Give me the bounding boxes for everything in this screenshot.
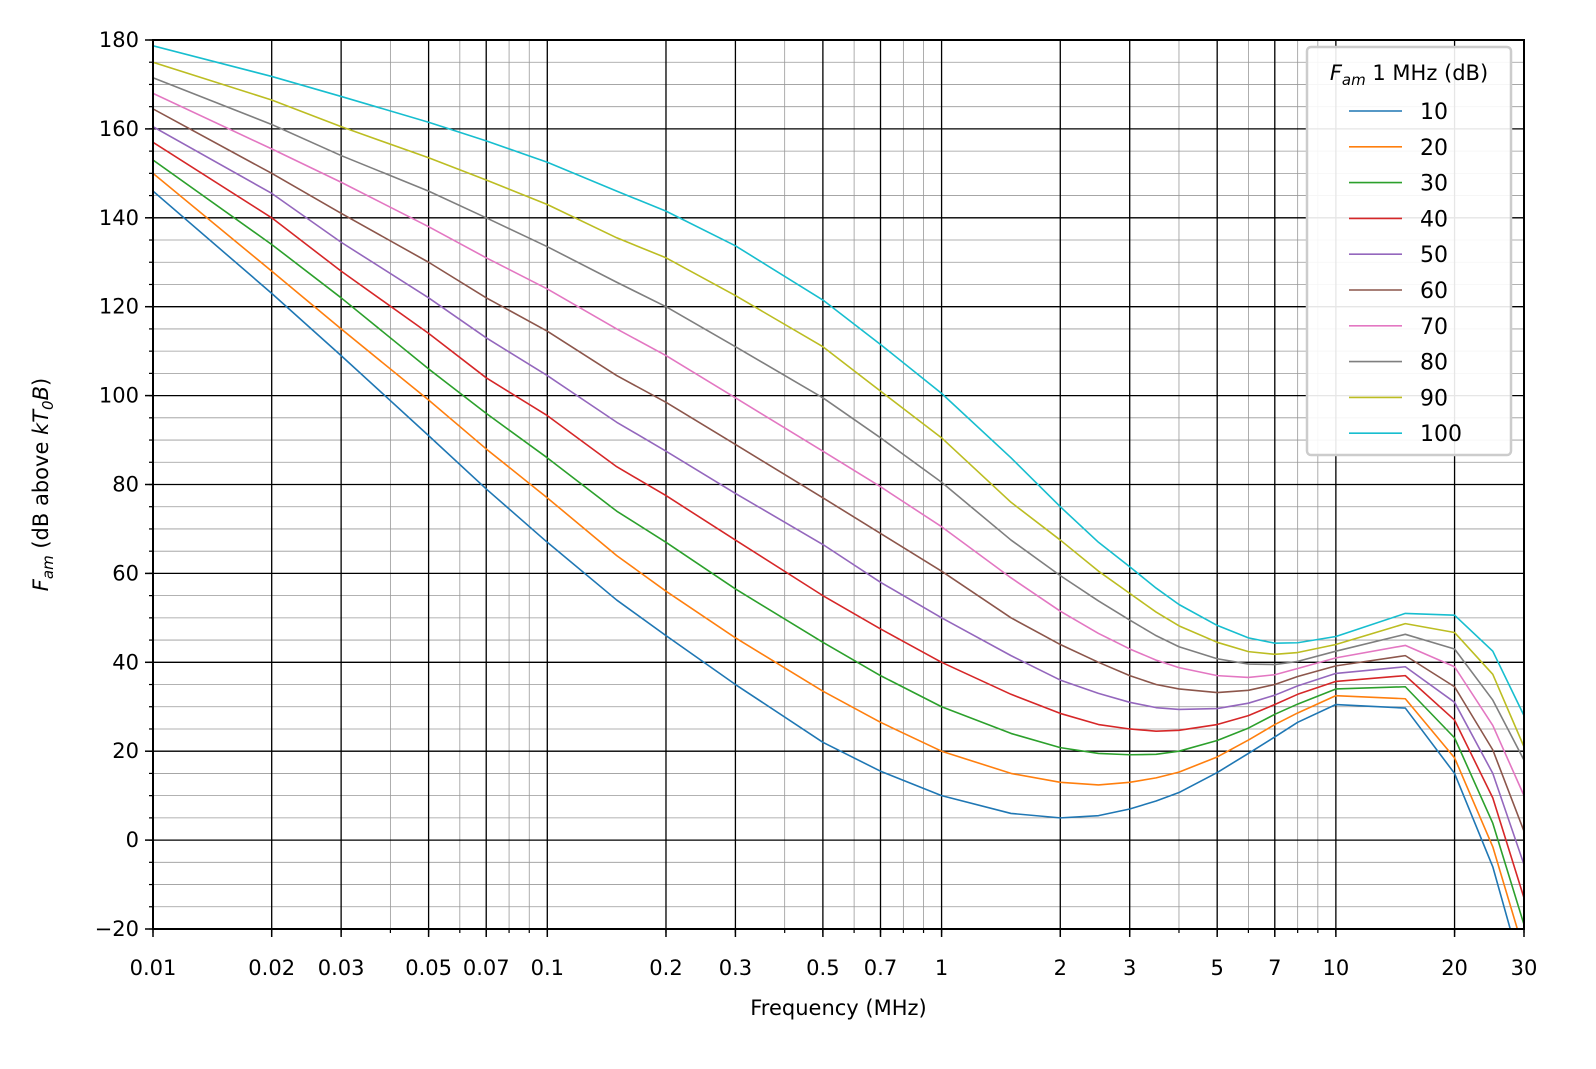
x-tick-label: 0.5 <box>806 956 839 980</box>
y-axis-title-close: ) <box>29 378 53 386</box>
series-line-60 <box>153 108 1524 832</box>
x-tick-label: 7 <box>1268 956 1281 980</box>
series-line-80 <box>153 77 1524 761</box>
x-tick-label: 0.03 <box>318 956 365 980</box>
series-line-30 <box>153 159 1524 925</box>
y-tick-label: 40 <box>112 650 139 674</box>
y-tick-label: 140 <box>99 206 139 230</box>
x-tick-label: 0.1 <box>531 956 564 980</box>
series-line-20 <box>153 172 1519 929</box>
x-tick-label: 20 <box>1441 956 1468 980</box>
legend-label-40: 40 <box>1420 207 1448 232</box>
y-tick-label: −20 <box>95 917 139 941</box>
legend-label-60: 60 <box>1420 279 1448 304</box>
y-tick-label: 20 <box>112 739 139 763</box>
series-line-70 <box>153 92 1524 796</box>
y-tick-label: 100 <box>99 384 139 408</box>
legend-title-sub: am <box>1342 71 1366 89</box>
legend-label-100: 100 <box>1420 422 1462 447</box>
y-tick-label: 160 <box>99 117 139 141</box>
x-tick-label: 2 <box>1054 956 1067 980</box>
y-tick-label: 120 <box>99 295 139 319</box>
legend-box <box>1305 45 1513 457</box>
y-axis-title-b: B <box>29 386 53 400</box>
x-tick-label: 0.01 <box>130 956 177 980</box>
y-axis-title-sub: am <box>39 555 57 579</box>
series-line-100 <box>153 45 1524 716</box>
series-line-40 <box>153 141 1524 899</box>
legend-label-80: 80 <box>1420 351 1448 376</box>
x-tick-label: 3 <box>1123 956 1136 980</box>
y-axis-title-f: F <box>29 578 53 591</box>
legend-title: Fam 1 MHz (dB) <box>1330 61 1488 89</box>
y-axis-title: Fam (dB above kT0B) <box>29 378 57 591</box>
x-tick-label: 1 <box>935 956 948 980</box>
y-tick-label: 60 <box>112 561 139 585</box>
y-axis-title-kt: kT <box>29 408 53 435</box>
x-tick-label: 5 <box>1210 956 1223 980</box>
x-tick-label: 10 <box>1323 956 1350 980</box>
x-tick-labels: 0.01 0.02 0.03 0.05 0.07 0.1 0.2 0.3 0.5 0.7 1 2 3 5 7… <box>130 956 1538 980</box>
x-axis-title: Frequency (MHz) <box>750 996 926 1020</box>
axis-ticks <box>145 39 1525 937</box>
x-tick-label: 0.3 <box>719 956 752 980</box>
y-axis-title-kt-sub: 0 <box>39 400 57 410</box>
y-tick-label: 180 <box>99 28 139 52</box>
legend-label-50: 50 <box>1420 243 1448 268</box>
legend-label-90: 90 <box>1420 386 1448 411</box>
x-tick-label: 0.05 <box>405 956 452 980</box>
legend-label-30: 30 <box>1420 172 1448 197</box>
grid <box>152 39 1525 930</box>
x-tick-label: 0.2 <box>649 956 682 980</box>
legend-label-20: 20 <box>1420 136 1448 161</box>
y-tick-label: 80 <box>112 473 139 497</box>
legend-title-f: F <box>1330 61 1343 85</box>
y-tick-labels: −20 0 20 40 60 80 100 120 140 160 180 <box>95 28 139 941</box>
series-line-90 <box>153 61 1524 748</box>
legend-label-70: 70 <box>1420 315 1448 340</box>
y-axis-title-rest: (dB above <box>29 435 53 555</box>
x-tick-label: 30 <box>1511 956 1538 980</box>
x-tick-label: 0.7 <box>864 956 897 980</box>
legend-items: 10 20 30 40 50 60 70 80 90 100 <box>1349 100 1462 447</box>
y-tick-label: 0 <box>126 828 139 852</box>
x-tick-label: 0.07 <box>463 956 510 980</box>
legend: Fam 1 MHz (dB) 10 20 30 40 50 60 70 80 90 100 <box>1305 45 1513 457</box>
series-lines <box>153 45 1524 929</box>
legend-title-rest: 1 MHz (dB) <box>1366 61 1488 85</box>
legend-label-10: 10 <box>1420 100 1448 125</box>
series-line-10 <box>153 190 1512 929</box>
series-line-50 <box>153 125 1524 865</box>
x-tick-label: 0.02 <box>248 956 295 980</box>
